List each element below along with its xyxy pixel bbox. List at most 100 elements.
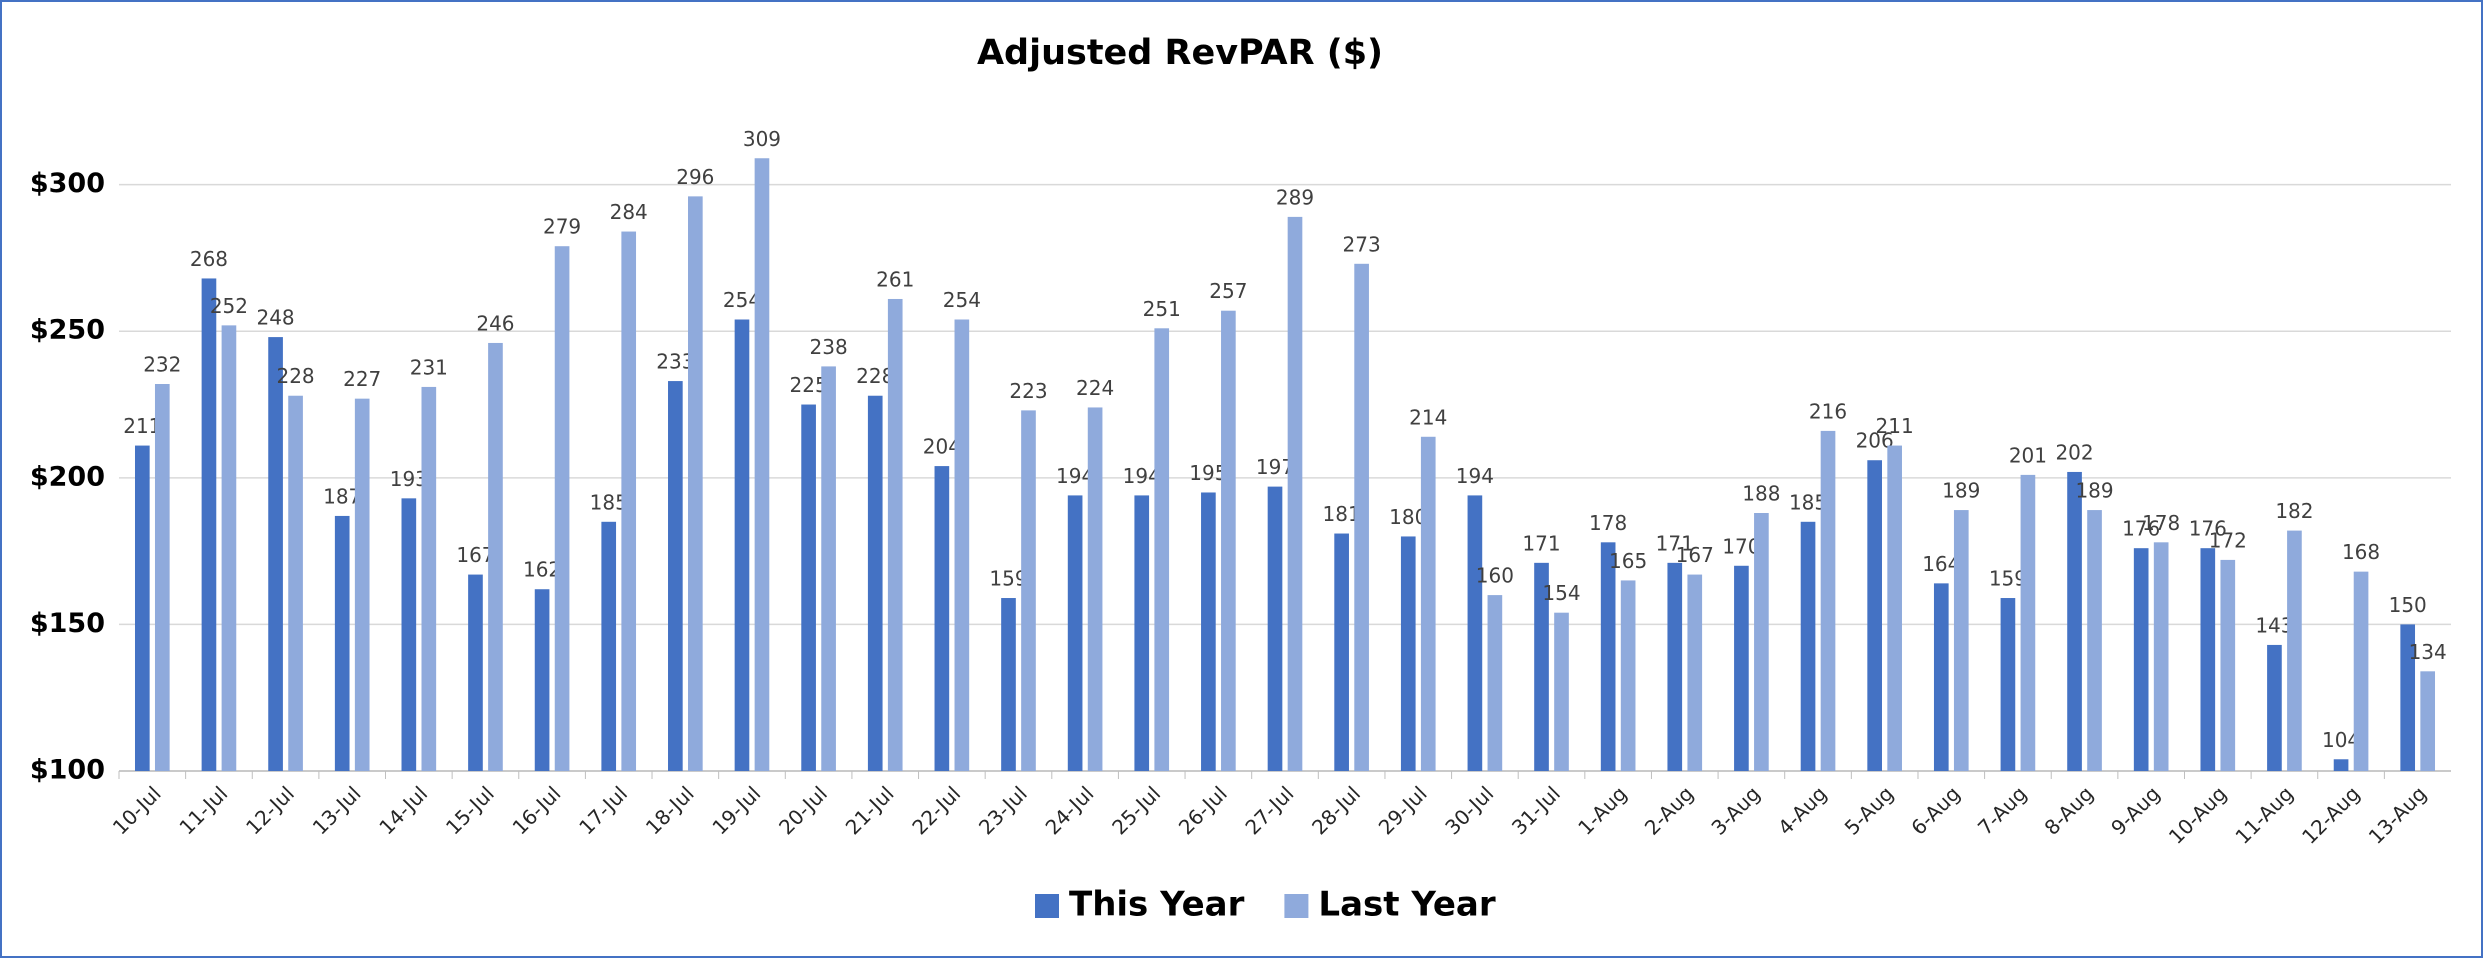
bar [401,498,417,771]
bar [2067,471,2082,771]
bar [154,384,170,771]
bar [1820,430,1836,771]
bar [1134,495,1150,771]
bar [554,246,570,772]
bar [1400,536,1416,771]
bar [668,381,683,771]
value-label: 246 [476,311,514,335]
value-label: 289 [1276,185,1314,209]
chart-title: Adjusted RevPAR ($) [977,33,1383,73]
bar [1667,562,1683,771]
value-label: 257 [1209,279,1247,303]
value-label: 284 [610,200,648,224]
bar [1534,562,1549,771]
bar [201,278,217,771]
value-label: 227 [343,367,381,391]
value-label: 185 [1789,490,1827,514]
bar [1154,328,1170,771]
value-label: 188 [1742,482,1780,506]
value-label: 134 [2409,640,2447,664]
bar [1734,565,1749,771]
y-tick-label: $150 [30,608,105,639]
value-label: 160 [1476,564,1514,588]
value-label: 214 [1409,405,1447,429]
value-label: 194 [1456,464,1494,488]
value-label: 238 [810,335,848,359]
value-label: 223 [1009,379,1047,403]
value-label: 231 [410,355,448,379]
legend-label: Last Year [1318,885,1495,925]
value-label: 252 [210,294,248,318]
legend-swatch [1284,894,1309,918]
bar [1600,542,1616,771]
bar [1953,510,1969,771]
value-label: 172 [2209,528,2247,552]
value-label: 165 [1609,549,1647,573]
bar [734,319,750,771]
bar [1221,310,1236,771]
bar [1267,486,1283,771]
bar [2000,598,2016,771]
value-label: 232 [143,353,181,377]
value-label: 178 [2142,511,2180,535]
bar [1201,492,1216,771]
bar [1620,580,1636,771]
bar [1754,513,1769,771]
bar [2333,759,2349,771]
bar [1867,460,1882,771]
y-tick-label: $100 [30,755,105,786]
bar [1334,533,1349,771]
bar [1354,263,1369,771]
value-label: 216 [1809,399,1847,423]
bar [2153,542,2169,771]
bar [1287,216,1303,772]
bar [1687,574,1703,771]
bar [2200,548,2216,771]
bar [801,404,816,771]
value-label: 279 [543,215,581,239]
bar [134,445,150,771]
bar [1001,598,1016,771]
bar [754,158,770,771]
bar [488,342,503,771]
value-label: 176 [2189,517,2227,541]
bar [621,231,637,771]
value-label: 251 [1143,297,1181,321]
value-label: 167 [1676,543,1714,567]
bar [534,589,550,771]
value-label: 176 [2122,517,2160,541]
bar [867,395,883,771]
y-tick-label: $200 [30,461,105,492]
legend-swatch [1035,894,1059,918]
bar [2267,644,2282,771]
value-label: 224 [1076,376,1114,400]
bar [1420,436,1436,771]
bar [2087,510,2102,771]
value-label: 171 [1656,531,1694,555]
value-label: 211 [1876,414,1914,438]
bar [288,395,303,771]
bar [601,521,617,771]
value-label: 202 [2055,440,2093,464]
value-label: 273 [1343,232,1381,256]
value-label: 268 [190,247,228,271]
bar [1554,612,1569,771]
bar [354,398,370,771]
bar [2133,548,2149,771]
legend-label: This Year [1069,885,1245,925]
bar [821,366,836,771]
value-label: 189 [1942,479,1980,503]
bar [954,319,970,771]
value-label: 171 [1522,531,1560,555]
value-label: 189 [2075,479,2113,503]
y-tick-label: $300 [30,168,105,199]
y-tick-label: $250 [30,315,105,346]
value-label: 248 [256,306,294,330]
bar [421,386,437,771]
bar [887,298,903,771]
value-label: 228 [276,364,314,388]
bar [934,466,950,771]
bar [2400,624,2416,771]
value-label: 185 [590,490,628,514]
